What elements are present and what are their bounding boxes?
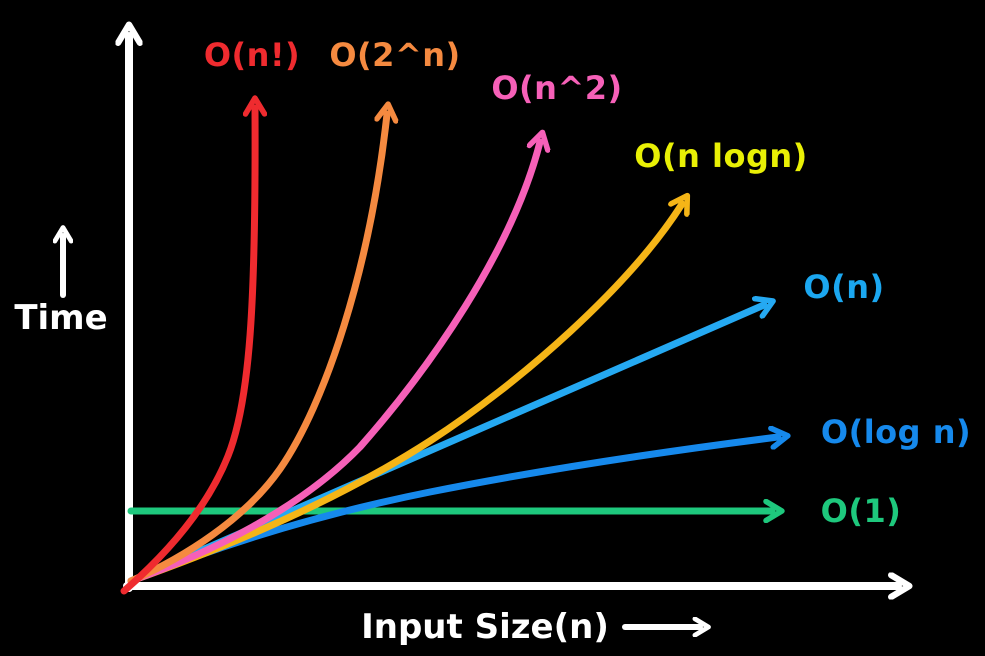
curve-label-constant: O(1) (820, 492, 902, 530)
curve-label-exponential: O(2^n) (329, 36, 461, 74)
curve-label-linear: O(n) (803, 268, 885, 306)
curve-label-factorial: O(n!) (203, 36, 301, 74)
axes (63, 36, 898, 627)
x-axis-label: Input Size(n) (361, 607, 609, 647)
curve-label-logarithmic: O(log n) (820, 413, 972, 451)
complexity-curves (120, 108, 778, 595)
curve-linearithmic (127, 204, 682, 585)
curve-label-linearithmic: O(n logn) (634, 137, 808, 175)
y-axis-label: Time (14, 298, 108, 338)
curve-label-quadratic: O(n^2) (491, 69, 623, 107)
curve-factorial (120, 108, 255, 595)
curve-exponential (127, 114, 387, 585)
curve-quadratic (127, 142, 540, 585)
